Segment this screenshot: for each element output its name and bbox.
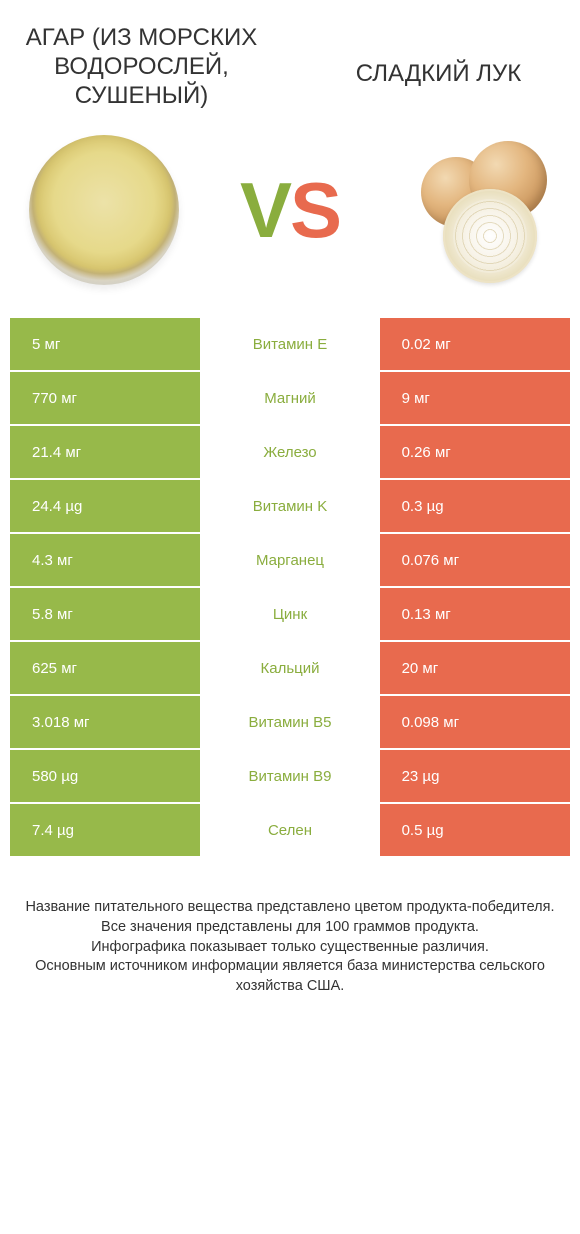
left-value: 21.4 мг	[10, 426, 200, 478]
nutrient-name: Железо	[200, 426, 379, 478]
nutrient-name: Витамин K	[200, 480, 379, 532]
table-row: 21.4 мгЖелезо0.26 мг	[10, 426, 570, 478]
right-value: 0.13 мг	[380, 588, 570, 640]
nutrient-name: Цинк	[200, 588, 379, 640]
vs-s: S	[290, 166, 340, 254]
table-row: 5.8 мгЦинк0.13 мг	[10, 588, 570, 640]
table-row: 3.018 мгВитамин B50.098 мг	[10, 696, 570, 748]
table-row: 5 мгВитамин E0.02 мг	[10, 318, 570, 370]
footer-line-1: Название питательного вещества представл…	[20, 898, 560, 918]
product-title-left: АГАР (ИЗ МОРСКИХ ВОДОРОСЛЕЙ, СУШЕНЫЙ)	[20, 24, 263, 110]
product-title-right: СЛАДКИЙ ЛУК	[317, 24, 560, 89]
right-value: 20 мг	[380, 642, 570, 694]
onions-icon	[401, 135, 551, 285]
right-value: 23 µg	[380, 750, 570, 802]
footer-line-3: Инфографика показывает только существенн…	[20, 938, 560, 958]
image-row: VS	[0, 122, 580, 318]
table-row: 4.3 мгМарганец0.076 мг	[10, 534, 570, 586]
left-value: 24.4 µg	[10, 480, 200, 532]
right-value: 0.02 мг	[380, 318, 570, 370]
nutrient-name: Марганец	[200, 534, 379, 586]
left-value: 3.018 мг	[10, 696, 200, 748]
right-value: 0.26 мг	[380, 426, 570, 478]
comparison-table: 5 мгВитамин E0.02 мг770 мгМагний9 мг21.4…	[0, 318, 580, 858]
vs-v: V	[240, 166, 290, 254]
footer-line-2: Все значения представлены для 100 граммо…	[20, 918, 560, 938]
left-value: 625 мг	[10, 642, 200, 694]
right-value: 0.3 µg	[380, 480, 570, 532]
product-image-right	[396, 130, 556, 290]
infographic-root: АГАР (ИЗ МОРСКИХ ВОДОРОСЛЕЙ, СУШЕНЫЙ) СЛ…	[0, 0, 580, 1234]
vs-label: VS	[240, 165, 340, 256]
table-row: 580 µgВитамин B923 µg	[10, 750, 570, 802]
header: АГАР (ИЗ МОРСКИХ ВОДОРОСЛЕЙ, СУШЕНЫЙ) СЛ…	[0, 0, 580, 122]
right-value: 9 мг	[380, 372, 570, 424]
nutrient-name: Кальций	[200, 642, 379, 694]
nutrient-name: Селен	[200, 804, 379, 856]
left-value: 5.8 мг	[10, 588, 200, 640]
nutrient-name: Витамин E	[200, 318, 379, 370]
right-value: 0.076 мг	[380, 534, 570, 586]
table-row: 770 мгМагний9 мг	[10, 372, 570, 424]
right-value: 0.5 µg	[380, 804, 570, 856]
right-value: 0.098 мг	[380, 696, 570, 748]
left-value: 4.3 мг	[10, 534, 200, 586]
left-value: 770 мг	[10, 372, 200, 424]
left-value: 7.4 µg	[10, 804, 200, 856]
nutrient-name: Магний	[200, 372, 379, 424]
table-row: 24.4 µgВитамин K0.3 µg	[10, 480, 570, 532]
product-image-left	[24, 130, 184, 290]
nutrient-name: Витамин B5	[200, 696, 379, 748]
left-value: 580 µg	[10, 750, 200, 802]
nutrient-name: Витамин B9	[200, 750, 379, 802]
agar-bowl-icon	[29, 135, 179, 285]
left-value: 5 мг	[10, 318, 200, 370]
footer-line-4: Основным источником информации является …	[20, 957, 560, 996]
table-row: 7.4 µgСелен0.5 µg	[10, 804, 570, 856]
table-row: 625 мгКальций20 мг	[10, 642, 570, 694]
footer-notes: Название питательного вещества представл…	[0, 858, 580, 996]
